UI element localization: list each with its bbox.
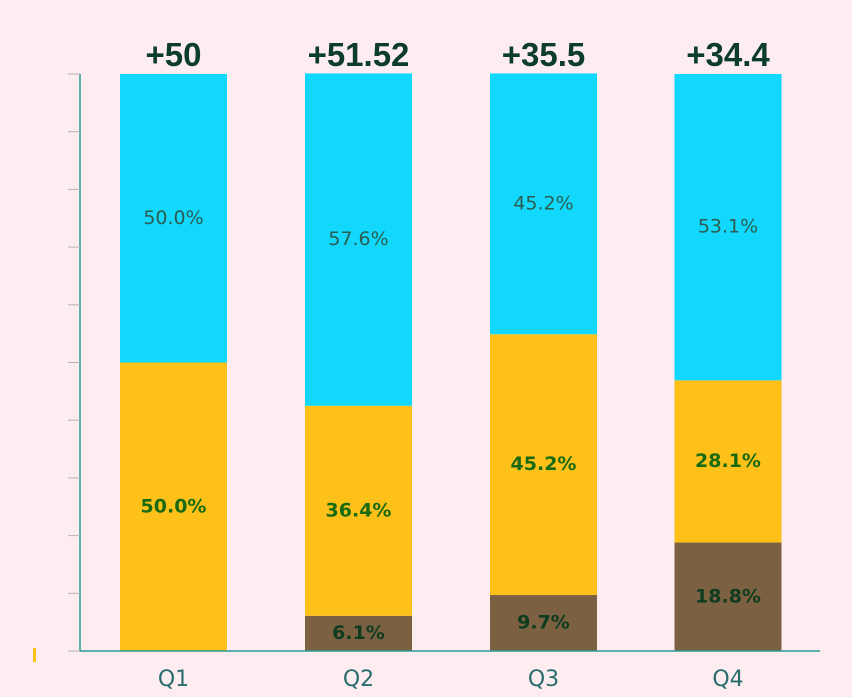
bar-total-label: +35.5 [502,36,586,73]
bar-segment [674,542,782,651]
bar-total-label: +34.4 [686,36,770,73]
bar-segment [490,334,597,596]
x-tick-label: Q1 [158,667,189,692]
segment-label: 50.0% [143,207,203,229]
segment-label: 53.1% [698,216,758,238]
bar-segment [120,362,227,651]
segment-label: 45.2% [511,453,577,475]
x-tick-label: Q2 [343,667,374,692]
bar-segment [490,73,597,335]
segment-label: 45.2% [513,192,573,214]
segment-label: 36.4% [326,499,392,521]
bar-segment [674,74,782,381]
bar-total-label: +50 [146,36,202,73]
bar-segment [490,595,597,651]
x-axis: Q1 Q2 Q3 Q4 [80,650,820,692]
segment-label: 9.7% [517,612,570,634]
corner-marker [33,648,36,662]
bar-segment [305,73,412,406]
y-axis [68,73,81,652]
segment-label: 57.6% [328,228,388,250]
bar-total-label: +51.52 [308,36,410,73]
x-tick-label: Q4 [712,667,743,692]
segment-label: 28.1% [695,450,761,472]
bar-segment [120,74,227,363]
bar-segment [674,380,782,543]
x-tick-label: Q3 [528,667,559,692]
segment-label: 50.0% [141,495,207,517]
bar-segment [305,615,412,651]
bar-segment [305,405,412,616]
segment-label: 18.8% [695,585,761,607]
bars: 50.0% 50.0% +50 6.1% 36.4% 57.6% +51.52 9.7% 45.… [120,36,782,651]
segment-label: 6.1% [332,622,385,644]
